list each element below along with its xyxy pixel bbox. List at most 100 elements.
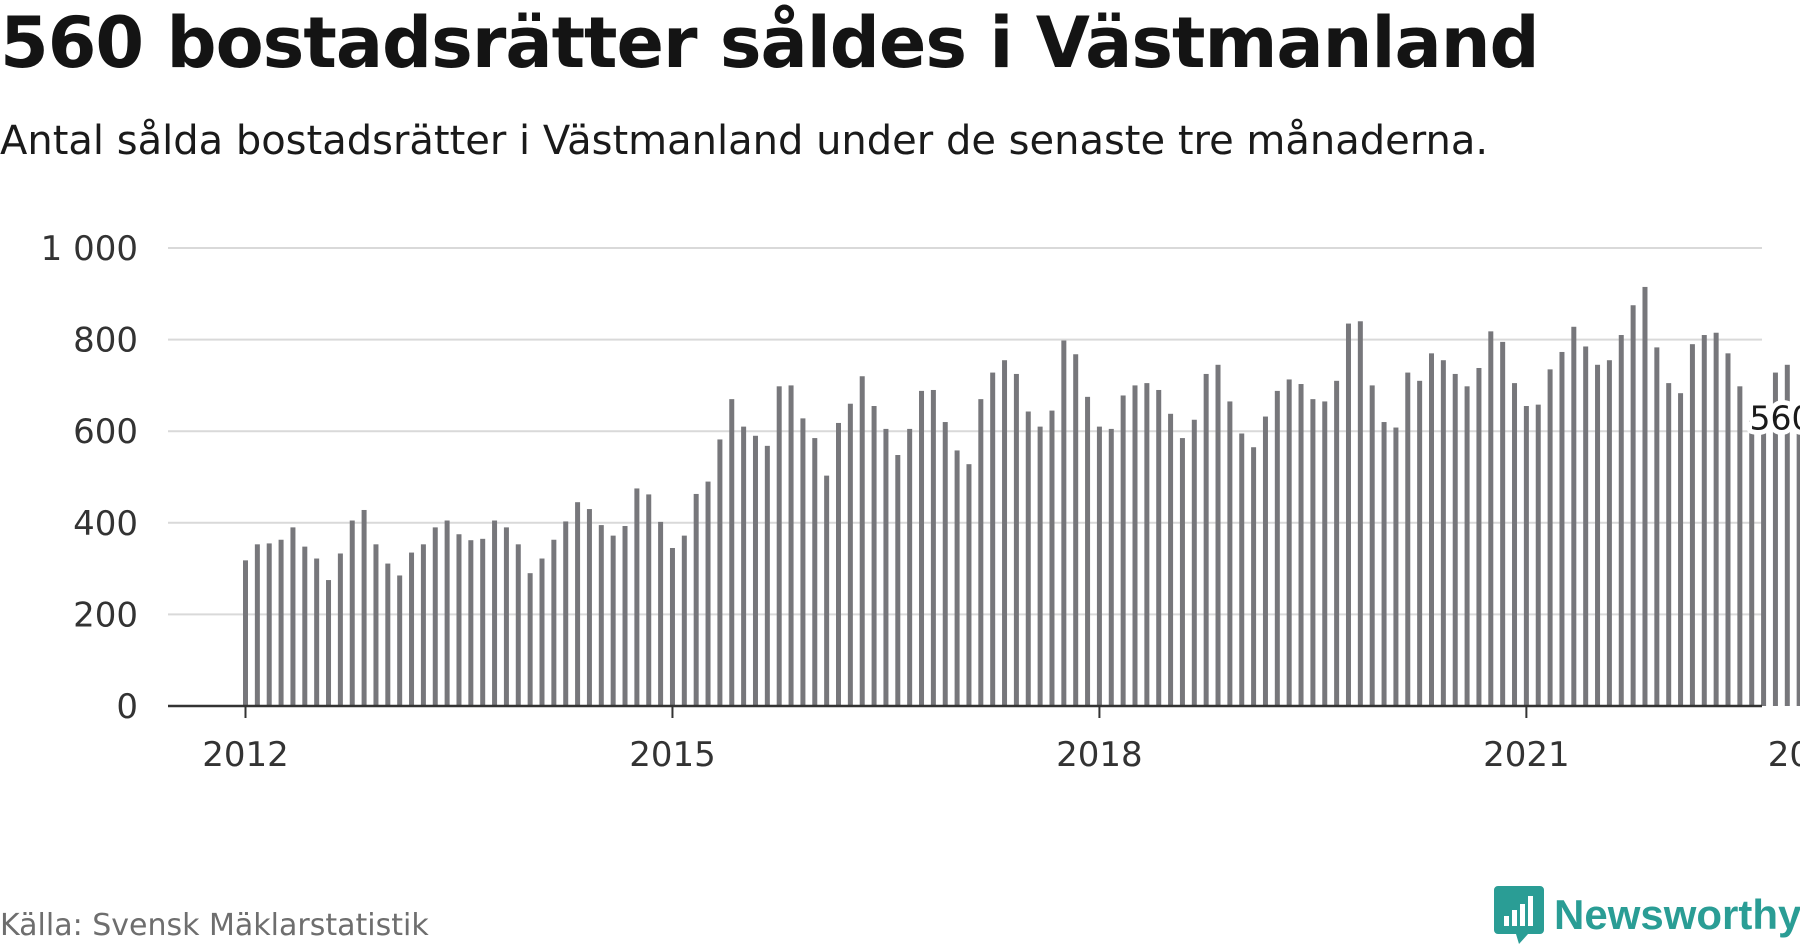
bar [752,435,758,706]
bar [1666,383,1672,706]
bar [1108,428,1114,706]
y-tick-label: 1 000 [41,229,138,269]
bar [1334,380,1340,706]
bar [302,546,308,706]
bar [326,580,332,706]
bar [764,445,770,706]
bar [1357,321,1363,706]
bar [954,450,960,706]
bar [409,552,415,706]
bar [278,539,284,706]
bar [1464,386,1470,706]
bar [1725,353,1731,706]
bar [895,455,901,706]
bar [1583,346,1589,706]
bar [1274,390,1280,706]
bar [1168,413,1174,706]
bar [717,439,723,706]
bar [1737,386,1743,706]
bar [432,527,438,706]
bar [254,544,260,706]
bar [1037,426,1043,706]
bar [527,573,533,706]
bar [337,553,343,706]
chart-title: 560 bostadsrätter såldes i Västmanland [0,2,1540,84]
bar [1523,406,1529,706]
bar [1156,389,1162,706]
bar [776,386,782,706]
bar [1535,404,1541,706]
bar [634,488,640,706]
y-tick-label: 200 [73,595,138,635]
bar [1571,326,1577,706]
bar [1215,364,1221,706]
bar [669,547,675,706]
tick-labels: 0 200 400 600 800 1 000 2012 2015 2018 2021 2023 56… [41,229,1800,775]
bar [729,399,735,706]
bar [551,539,557,706]
x-tick-label: 2015 [629,735,716,775]
bar [1203,373,1209,706]
gridlines [168,247,1762,616]
bar [919,390,925,706]
bar [1322,401,1328,706]
bar [480,538,486,706]
bar [1476,367,1482,706]
x-tick-label: 2018 [1056,735,1143,775]
bar [1784,364,1790,706]
bar [1440,360,1446,706]
bar [266,543,272,706]
bar [1452,373,1458,706]
bar [361,509,367,706]
bar [1405,372,1411,706]
y-tick-label: 800 [73,321,138,361]
bar [1630,305,1636,706]
bar [563,521,569,706]
bar [1642,286,1648,706]
bar [456,534,462,706]
bar [883,428,889,706]
bar [693,493,699,706]
bar [1678,393,1684,706]
bar [1713,332,1719,706]
bar [385,563,391,706]
x-tick-label: 2012 [202,735,289,775]
bars [243,286,1800,706]
bar [1239,433,1245,706]
bar [1547,369,1553,706]
bar [1298,384,1304,706]
bar [1286,379,1292,706]
bar [1488,331,1494,706]
brand-name: Newsworthy [1554,891,1800,938]
bar [1049,410,1055,706]
bar [1345,323,1351,706]
bar [990,372,996,706]
bar [610,535,616,706]
bar [492,520,498,706]
bar [847,403,853,706]
bar [314,558,320,706]
bar-chart: 0 200 400 600 800 1 000 2012 2015 2018 2021 2023 56… [41,229,1800,775]
bar [812,438,818,706]
bar [1772,372,1778,706]
bar [1429,353,1434,706]
bar [1559,351,1565,706]
bar [966,464,972,706]
bar [1417,380,1423,706]
bar [1595,364,1601,706]
x-tick-label: 2021 [1483,735,1570,775]
bar [800,418,806,706]
source-note: Källa: Svensk Mäklarstatistik [0,908,429,943]
bar [1073,354,1079,706]
bar [1002,360,1008,706]
bar [1132,385,1138,706]
bar [1262,416,1268,706]
bar [930,389,936,706]
bar [1796,426,1800,706]
bar [503,527,509,706]
bar [1144,383,1150,706]
bar [1251,447,1257,706]
bar [420,544,426,706]
bar [1512,383,1518,706]
bar [824,475,830,706]
